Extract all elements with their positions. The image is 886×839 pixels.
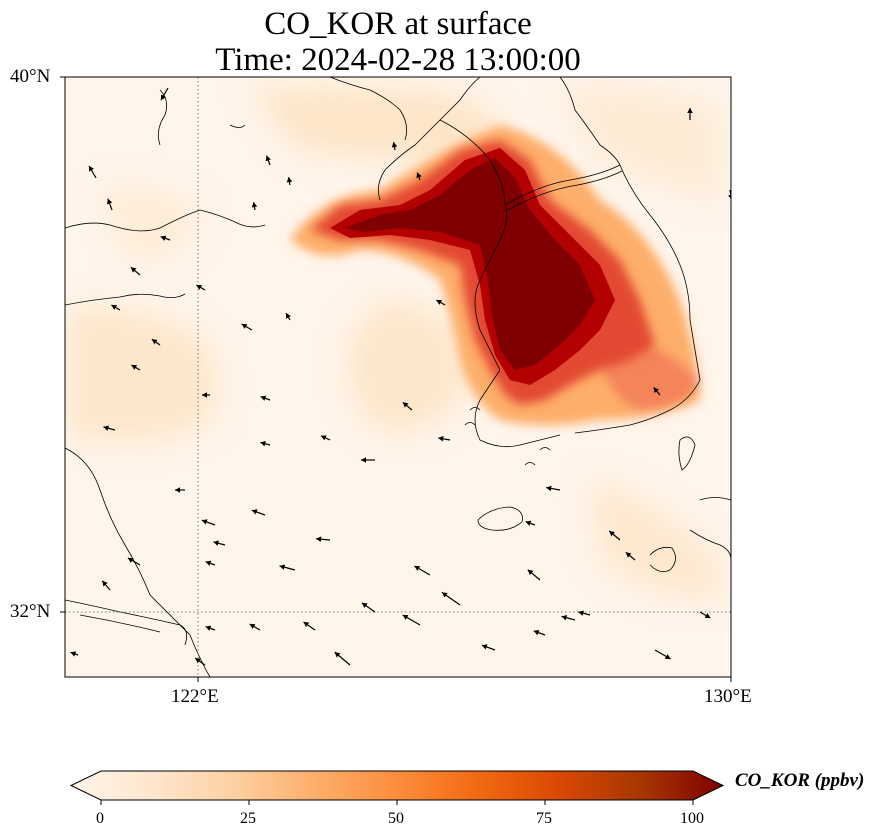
wind-arrow bbox=[205, 625, 216, 631]
wind-arrow bbox=[438, 436, 451, 442]
colorbar-tick-75: 75 bbox=[536, 810, 552, 827]
wind-arrow bbox=[285, 312, 291, 321]
wind-arrow bbox=[249, 623, 261, 631]
wind-arrow bbox=[101, 580, 111, 591]
wind-arrow bbox=[131, 364, 141, 371]
wind-arrow bbox=[127, 557, 141, 566]
wind-arrow bbox=[160, 87, 169, 101]
wind-arrow bbox=[436, 299, 446, 306]
wind-arrow bbox=[608, 530, 621, 541]
wind-arrow bbox=[151, 338, 161, 346]
wind-arrow bbox=[402, 614, 421, 626]
wind-arrow bbox=[414, 565, 431, 576]
wind-arrow bbox=[654, 649, 671, 660]
wind-arrow bbox=[391, 142, 398, 151]
wind-arrow bbox=[334, 651, 351, 666]
lat-tick-40n: 40°N bbox=[10, 66, 51, 87]
wind-arrow bbox=[320, 435, 331, 441]
wind-arrow bbox=[70, 651, 79, 657]
wind-arrow bbox=[546, 485, 561, 492]
wind-arrow bbox=[416, 172, 422, 181]
wind-arrow bbox=[286, 177, 293, 186]
wind-arrow bbox=[106, 198, 113, 211]
wind-arrow bbox=[561, 614, 576, 621]
wind-arrow bbox=[699, 611, 711, 619]
wind-arrow bbox=[303, 621, 316, 631]
wind-arrow bbox=[260, 395, 271, 401]
map-title-line2: Time: 2024-02-28 13:00:00 bbox=[215, 42, 581, 78]
wind-arrow bbox=[196, 284, 206, 291]
wind-arrow bbox=[578, 610, 591, 616]
wind-arrow bbox=[175, 487, 185, 493]
wind-arrow bbox=[361, 602, 376, 613]
wind-arrow bbox=[202, 392, 210, 398]
colorbar-tick-0: 0 bbox=[96, 810, 104, 827]
map-title-line1: CO_KOR at surface bbox=[264, 6, 532, 42]
wind-arrow bbox=[361, 457, 375, 463]
wind-arrow bbox=[111, 304, 121, 311]
wind-arrow bbox=[653, 386, 661, 396]
wind-arrow bbox=[265, 155, 271, 166]
wind-arrow bbox=[279, 564, 296, 571]
wind-arrow bbox=[527, 569, 541, 581]
wind-arrow bbox=[130, 266, 141, 276]
wind-arrow bbox=[205, 560, 216, 566]
wind-arrow bbox=[481, 644, 496, 651]
colorbar-tick-50: 50 bbox=[388, 810, 404, 827]
wind-arrow bbox=[194, 657, 206, 666]
lon-tick-130e: 130°E bbox=[704, 686, 752, 707]
wind-arrow bbox=[241, 323, 253, 331]
wind-arrow bbox=[213, 540, 226, 546]
lon-tick-122e: 122°E bbox=[171, 686, 219, 707]
wind-arrow bbox=[251, 202, 258, 211]
lat-tick-32n: 32°N bbox=[10, 601, 51, 622]
map-frame bbox=[64, 76, 732, 678]
wind-arrow bbox=[533, 629, 546, 636]
wind-arrow bbox=[625, 551, 636, 561]
wind-arrow bbox=[251, 509, 266, 516]
wind-arrow bbox=[441, 591, 461, 606]
wind-arrow bbox=[260, 441, 271, 447]
wind-arrow bbox=[402, 401, 413, 411]
wind-arrow bbox=[316, 536, 331, 543]
wind-arrow bbox=[201, 519, 216, 526]
wind-arrow bbox=[525, 520, 536, 526]
coastlines bbox=[65, 77, 731, 677]
wind-arrow bbox=[160, 235, 171, 241]
wind-arrow bbox=[687, 108, 693, 120]
wind-arrow bbox=[88, 165, 97, 179]
wind-vectors bbox=[70, 87, 731, 666]
colorbar bbox=[69, 770, 725, 805]
concentration-field bbox=[65, 77, 731, 677]
colorbar-tick-100: 100 bbox=[680, 810, 704, 827]
colorbar-tick-25: 25 bbox=[240, 810, 256, 827]
colorbar-label: CO_KOR (ppbv) bbox=[735, 770, 865, 791]
wind-arrow bbox=[103, 425, 116, 431]
